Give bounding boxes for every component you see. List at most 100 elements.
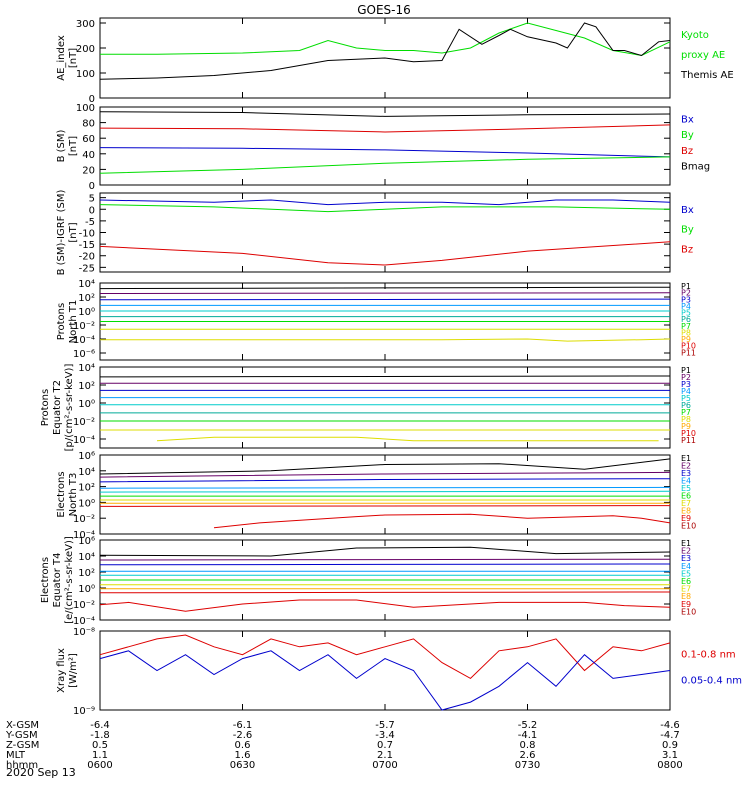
legend-entry: E8 xyxy=(681,592,691,601)
y-tick-label: 10⁴ xyxy=(78,363,95,374)
y-tick-label: 10⁻⁹ xyxy=(73,706,95,717)
x-row-value: -4.7 xyxy=(660,730,680,741)
series-line xyxy=(99,486,671,489)
panel-frame xyxy=(99,192,671,273)
x-row-value: -2.6 xyxy=(233,730,253,741)
x-row-value: 0.8 xyxy=(520,740,536,751)
x-row-value: 0800 xyxy=(657,760,682,771)
panel-frame xyxy=(99,106,671,186)
x-row-value: -4.1 xyxy=(518,730,538,741)
date-label: 2020 Sep 13 xyxy=(6,766,76,779)
x-row-value: 0.7 xyxy=(377,740,393,751)
legend-entry: Bx xyxy=(681,115,694,126)
y-tick-label: 100 xyxy=(76,69,95,80)
legend-entry: P4 xyxy=(681,302,691,311)
y-tick-label: 10⁰ xyxy=(78,399,95,410)
series-line xyxy=(99,634,671,680)
legend-entry: P6 xyxy=(681,315,691,324)
panel-frame xyxy=(99,454,671,535)
y-axis-label: Protons xyxy=(56,303,67,340)
legend-entry: E7 xyxy=(681,585,691,594)
series-line xyxy=(99,111,671,117)
y-tick-label: 10⁻⁴ xyxy=(73,435,95,446)
legend-entry: E6 xyxy=(681,492,691,501)
y-axis-label: Equator T2 xyxy=(52,380,63,435)
x-row-value: -6.1 xyxy=(233,720,253,731)
series-line xyxy=(156,436,659,442)
x-row-value: -5.7 xyxy=(375,720,395,731)
y-tick-label: 10⁴ xyxy=(78,279,95,290)
panel-7: 10⁶ 10⁴ 10² 10⁰ 10⁻² 10⁻⁴ Electrons Equator T4[… xyxy=(40,536,696,627)
x-axis-block: X-GSM -6.4 -6.1 -5.7 -5.2 -4.6 Y-GSM -1.8 -2.6 -3… xyxy=(5,720,683,771)
series-line xyxy=(99,591,671,594)
x-row-value: 0700 xyxy=(372,760,397,771)
legend-entry: Bz xyxy=(681,146,693,157)
legend-entry: E10 xyxy=(681,607,696,616)
y-tick-label: 5 xyxy=(89,194,95,205)
legend-entry: P7 xyxy=(681,408,691,417)
y-axis-label: [nT] xyxy=(68,136,79,156)
legend-entry: P10 xyxy=(681,429,696,438)
legend-entry: E7 xyxy=(681,499,691,508)
y-tick-label: 10⁰ xyxy=(78,307,95,318)
legend-entry: E5 xyxy=(681,569,691,578)
legend-entry: E9 xyxy=(681,600,691,609)
y-tick-label: 100 xyxy=(76,103,95,114)
x-row-value: 1.6 xyxy=(235,750,251,761)
legend-entry: E6 xyxy=(681,577,691,586)
y-axis-label: Electrons xyxy=(56,471,67,517)
legend-entry: P3 xyxy=(681,295,691,304)
y-axis-label: B (SM)-IGRF (SM) xyxy=(56,190,67,276)
series-line xyxy=(99,156,671,174)
legend-entry: By xyxy=(681,225,694,236)
chart-title: GOES-16 xyxy=(357,3,411,17)
x-row-value: 0.6 xyxy=(235,740,251,751)
legend-entry: E3 xyxy=(681,554,691,563)
legend-entry: E2 xyxy=(681,547,691,556)
legend-entry: P4 xyxy=(681,387,691,396)
legend-entry: P3 xyxy=(681,380,691,389)
series-line xyxy=(99,22,671,80)
legend-entry: Themis AE xyxy=(680,70,734,81)
legend-entry: 0.05-0.4 nm xyxy=(681,676,742,687)
legend-entry: E5 xyxy=(681,484,691,493)
y-axis-label: [nT] xyxy=(68,222,79,242)
series-line xyxy=(100,338,671,342)
y-tick-label: 10⁶ xyxy=(78,451,95,462)
legend-entry: P11 xyxy=(681,348,696,357)
y-tick-label: 10⁴ xyxy=(78,552,95,563)
legend-entry: P5 xyxy=(681,394,691,403)
x-row-label: Y-GSM xyxy=(5,730,38,741)
series-line xyxy=(99,471,671,478)
series-line xyxy=(99,199,671,206)
y-tick-label: 10⁻⁴ xyxy=(73,530,95,541)
legend-entry: proxy AE xyxy=(681,50,725,61)
legend-entry: E1 xyxy=(681,539,691,548)
legend-entry: E4 xyxy=(681,477,691,486)
legend-entry: P1 xyxy=(681,366,691,375)
legend-entry: P5 xyxy=(681,309,691,318)
legend-entry: P8 xyxy=(681,415,691,424)
y-axis-label: Xray flux xyxy=(56,648,67,693)
legend-entry: E2 xyxy=(681,462,691,471)
x-row-label: MLT xyxy=(6,750,26,761)
x-row-value: 0600 xyxy=(87,760,112,771)
y-axis-label: [e/(cm²-s-sr-keV)] xyxy=(64,536,75,624)
legend-entry: P6 xyxy=(681,401,691,410)
x-row-value: -6.4 xyxy=(90,720,110,731)
y-tick-label: 10⁻² xyxy=(73,600,95,611)
panel-1: 0 100 200 300 AE_index [nT] Kyoto proxy AE Themi… xyxy=(56,17,734,105)
y-tick-label: 60 xyxy=(82,134,95,145)
x-row-value: 3.1 xyxy=(662,750,678,761)
y-tick-label: 10⁻² xyxy=(73,417,95,428)
panel-2: 0 20 40 60 80 100 B (SM) [nT] Bx By Bz Bmag xyxy=(56,103,710,192)
series-line xyxy=(99,563,671,566)
legend-entry: P7 xyxy=(681,322,691,331)
y-tick-label: 10⁴ xyxy=(78,467,95,478)
y-tick-label: -15 xyxy=(79,240,95,251)
series-line xyxy=(99,546,671,557)
y-tick-label: 10⁻² xyxy=(73,514,95,525)
